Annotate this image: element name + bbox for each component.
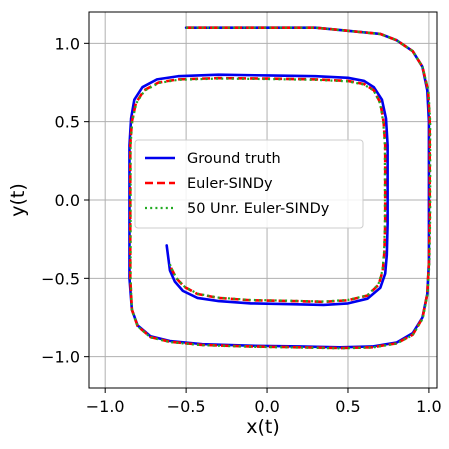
x-tick-label: 0.5 xyxy=(335,397,360,416)
y-tick-label: −1.0 xyxy=(41,348,80,367)
legend-box xyxy=(134,139,364,229)
axis-ticks: −1.0 −0.5 0.0 0.5 1.0 −1.0 −0.5 0.0 0.5 1.0 xyxy=(41,34,441,416)
plot-frame xyxy=(88,11,438,389)
y-tick-label: 1.0 xyxy=(55,34,80,53)
series-lines xyxy=(128,26,432,350)
y-tick-label: 0.0 xyxy=(55,191,80,210)
x-tick-label: 1.0 xyxy=(416,397,441,416)
x-tick-label: −1.0 xyxy=(86,397,125,416)
legend: Ground truth Euler-SINDy 50 Unr. Euler-S… xyxy=(134,139,364,229)
x-tick-label: 0.0 xyxy=(254,397,279,416)
legend-label-ground-truth: Ground truth xyxy=(187,151,281,167)
series-line-1 xyxy=(128,26,432,350)
x-tick-label: −0.5 xyxy=(167,397,206,416)
y-axis-label: y(t) xyxy=(7,183,29,217)
x-axis-label: x(t) xyxy=(246,416,280,438)
y-tick-label: −0.5 xyxy=(41,269,80,288)
legend-label-euler-sindy: Euler-SINDy xyxy=(187,176,273,192)
y-tick-label: 0.5 xyxy=(55,113,80,132)
legend-label-unrolled-euler-sindy: 50 Unr. Euler-SINDy xyxy=(187,201,330,217)
